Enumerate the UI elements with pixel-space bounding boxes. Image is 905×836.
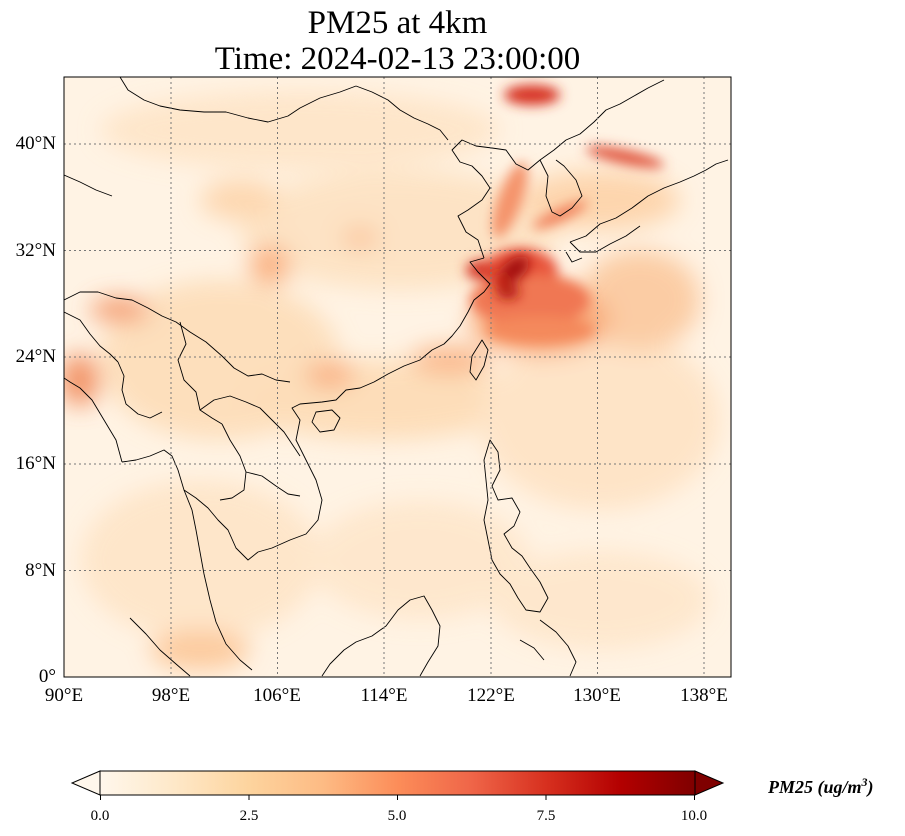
y-tick-label: 32°N — [15, 240, 56, 261]
x-tick-label: 130°E — [573, 685, 621, 706]
x-tick-label: 122°E — [467, 685, 515, 706]
colorbar — [70, 770, 725, 800]
map-title: PM25 at 4km — [307, 5, 488, 41]
x-tick-label: 138°E — [680, 685, 728, 706]
coastlines — [64, 77, 729, 677]
map-subtitle-time: Time: 2024-02-13 23:00:00 — [214, 41, 581, 77]
colorbar-tick-label: 7.5 — [536, 808, 556, 824]
y-tick-label: 16°N — [15, 453, 56, 474]
y-tick-label: 8°N — [25, 560, 56, 581]
colorbar-gradient — [100, 771, 695, 795]
x-tick-label: 98°E — [151, 685, 191, 706]
y-tick-label: 24°N — [15, 346, 56, 367]
map-frame — [63, 76, 732, 678]
colorbar-label: PM25 (ug/m3) — [768, 775, 874, 797]
colorbar-tick-label: 0.0 — [90, 808, 110, 824]
colorbar-tick-label: 2.5 — [239, 808, 259, 824]
y-tick-label: 40°N — [15, 133, 56, 154]
gridlines — [64, 77, 731, 677]
x-tick-label: 106°E — [253, 685, 301, 706]
colorbar-tick-label: 5.0 — [387, 808, 407, 824]
x-tick-label: 114°E — [360, 685, 408, 706]
colorbar-tick-label: 10.0 — [680, 808, 708, 824]
colorbar-extend-max — [694, 770, 725, 796]
x-tick-label: 90°E — [44, 685, 84, 706]
colorbar-extend-min — [70, 770, 101, 796]
pm25-field — [64, 77, 731, 677]
y-tick-label: 0° — [38, 666, 56, 687]
